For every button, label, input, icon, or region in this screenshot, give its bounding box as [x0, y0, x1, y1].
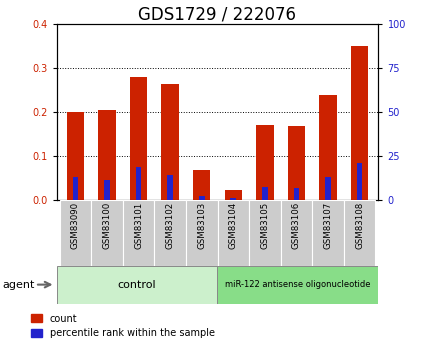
Legend: count, percentile rank within the sample: count, percentile rank within the sample — [26, 310, 218, 342]
Bar — [167, 175, 173, 200]
Bar — [319, 95, 336, 200]
Bar — [91, 200, 122, 266]
Text: GSM83108: GSM83108 — [354, 202, 363, 249]
Bar — [256, 125, 273, 200]
Bar — [287, 126, 304, 200]
Bar — [193, 170, 210, 200]
Text: GSM83104: GSM83104 — [228, 202, 237, 249]
Text: agent: agent — [3, 280, 35, 289]
Bar — [324, 177, 330, 200]
Bar — [343, 200, 375, 266]
Bar — [130, 77, 147, 200]
Text: GSM83100: GSM83100 — [102, 202, 111, 249]
Bar — [104, 180, 110, 200]
Bar — [224, 190, 241, 200]
Bar — [261, 187, 267, 200]
Bar — [59, 200, 91, 266]
Bar — [98, 110, 115, 200]
Text: GSM83090: GSM83090 — [71, 202, 80, 249]
Text: GSM83105: GSM83105 — [260, 202, 269, 249]
Text: GSM83106: GSM83106 — [291, 202, 300, 249]
Bar — [122, 200, 154, 266]
Text: GSM83102: GSM83102 — [165, 202, 174, 249]
Bar — [293, 188, 299, 200]
Bar — [185, 200, 217, 266]
Text: GSM83107: GSM83107 — [323, 202, 332, 249]
Bar — [249, 200, 280, 266]
Bar — [217, 200, 249, 266]
Text: GSM83103: GSM83103 — [197, 202, 206, 249]
Text: GSM83101: GSM83101 — [134, 202, 143, 249]
Bar — [312, 200, 343, 266]
Bar — [56, 266, 217, 304]
Text: miR-122 antisense oligonucleotide: miR-122 antisense oligonucleotide — [225, 280, 370, 289]
Bar — [161, 83, 178, 200]
Bar — [280, 200, 312, 266]
Bar — [356, 163, 362, 200]
Bar — [67, 112, 84, 200]
Bar — [198, 196, 204, 200]
Title: GDS1729 / 222076: GDS1729 / 222076 — [138, 6, 296, 24]
Bar — [154, 200, 185, 266]
Bar — [135, 167, 141, 200]
Bar — [230, 198, 236, 200]
Bar — [72, 177, 78, 200]
Text: control: control — [118, 280, 156, 289]
Bar — [350, 46, 367, 200]
Bar — [217, 266, 378, 304]
